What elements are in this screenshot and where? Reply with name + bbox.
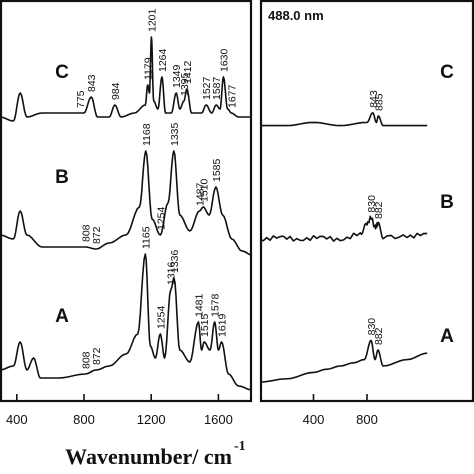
spectrum-trace-B [0, 150, 253, 256]
trace-label-C: C [440, 62, 454, 83]
peak-label-C-1179: 1179 [143, 57, 155, 80]
peak-label-B-872: 872 [91, 226, 103, 244]
trace-label-C: C [55, 62, 69, 83]
peak-label-B-808: 808 [80, 224, 92, 242]
trace-label-A: A [440, 326, 454, 347]
peak-label-B-1335: 1335 [169, 122, 181, 146]
peak-label-B-1254: 1254 [155, 206, 167, 230]
peak-label-A-1254: 1254 [155, 305, 167, 329]
peak-label-C-1349: 1349 [171, 64, 183, 88]
spectrum-trace-A [259, 339, 428, 383]
peak-label-B-830: 830 [366, 195, 378, 213]
peak-label-B-1168: 1168 [141, 123, 153, 146]
spectrum-trace-C [260, 112, 428, 127]
peak-label-C-1630: 1630 [218, 48, 230, 72]
peak-label-C-1527: 1527 [201, 76, 213, 100]
peak-label-C-1587: 1587 [211, 76, 223, 100]
peak-label-A-1578: 1578 [210, 293, 222, 317]
peak-label-C-775: 775 [75, 90, 87, 108]
peak-label-C-843: 843 [86, 74, 98, 92]
peak-label-A-1165: 1165 [140, 226, 152, 249]
panel-title: 488.0 nm [268, 8, 324, 23]
peak-label-C-1412: 1412 [182, 60, 194, 84]
peak-label-A-882: 882 [373, 327, 385, 345]
peak-label-C-1264: 1264 [157, 48, 169, 72]
peak-label-A-1481: 1481 [193, 293, 205, 317]
trace-label-A: A [55, 306, 69, 327]
peak-label-A-1515: 1515 [199, 313, 211, 337]
x-tick-label-400: 400 [303, 412, 325, 427]
peak-label-B-1585: 1585 [211, 158, 223, 182]
peak-label-B-1510: 1510 [198, 178, 210, 202]
spectrum-trace-A [0, 253, 253, 391]
peak-label-A-808: 808 [80, 351, 92, 369]
x-tick-label-1200: 1200 [137, 412, 166, 427]
x-tick-label-1600: 1600 [204, 412, 233, 427]
peak-label-A-1316: 1316 [166, 261, 178, 285]
peak-label-A-872: 872 [91, 347, 103, 365]
x-tick-label-800: 800 [73, 412, 95, 427]
x-tick-label-400: 400 [6, 412, 28, 427]
spectrum-trace-B [259, 215, 428, 242]
x-axis-title-superscript: -1 [234, 439, 246, 454]
peak-label-A-830: 830 [366, 318, 378, 336]
trace-label-B: B [55, 167, 69, 188]
peak-label-C-1201: 1201 [146, 8, 158, 32]
x-tick-label-800: 800 [356, 412, 378, 427]
peak-label-C-984: 984 [110, 82, 122, 100]
peak-label-C-1395: 1395 [179, 72, 191, 96]
peak-label-C-885: 885 [373, 93, 385, 111]
x-axis-title: Wavenumber/ cm [65, 444, 232, 469]
plot-frame [0, 0, 253, 403]
peak-label-C-1677: 1677 [226, 84, 238, 108]
spectrum-trace-C [0, 36, 252, 122]
trace-label-B: B [440, 192, 454, 213]
peak-label-C-843: 843 [368, 90, 380, 108]
peak-label-A-1336: 1336 [169, 249, 181, 273]
peak-label-B-882: 882 [373, 201, 385, 219]
peak-label-B-1487: 1487 [194, 182, 206, 206]
peak-label-A-1619: 1619 [217, 313, 229, 337]
